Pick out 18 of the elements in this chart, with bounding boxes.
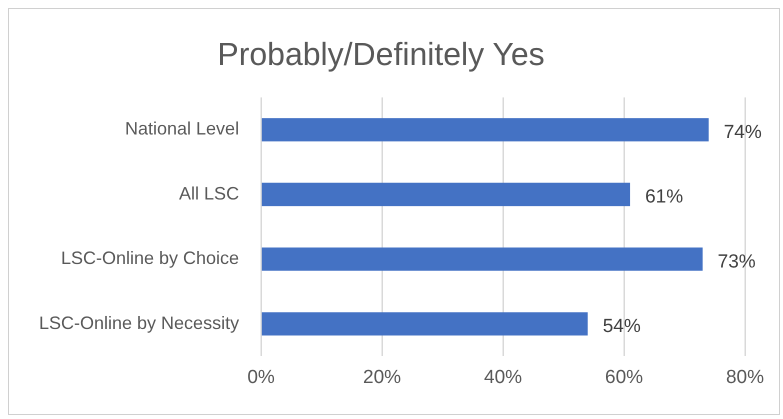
x-tick-label: 40% [484, 366, 522, 388]
bar [262, 118, 709, 142]
bar [262, 182, 630, 206]
data-label: 73% [718, 251, 756, 272]
data-label: 74% [724, 122, 762, 143]
y-tick-label: National Level [124, 118, 240, 139]
y-tick-label: All LSC [179, 183, 240, 204]
bar [262, 312, 588, 336]
y-tick-label: LSC-Online by Choice [60, 248, 240, 268]
data-label: 54% [602, 316, 641, 338]
chart-title: Probably/Definitely Yes [217, 36, 545, 72]
y-tick-label: LSC-Online by Necessity [38, 312, 240, 333]
x-tick-label: 80% [726, 366, 764, 388]
x-tick-label: 60% [605, 366, 644, 388]
x-tick-label: 20% [363, 366, 402, 388]
x-tick-label: 0% [247, 366, 275, 388]
data-label: 61% [645, 186, 684, 208]
bar [262, 248, 703, 271]
